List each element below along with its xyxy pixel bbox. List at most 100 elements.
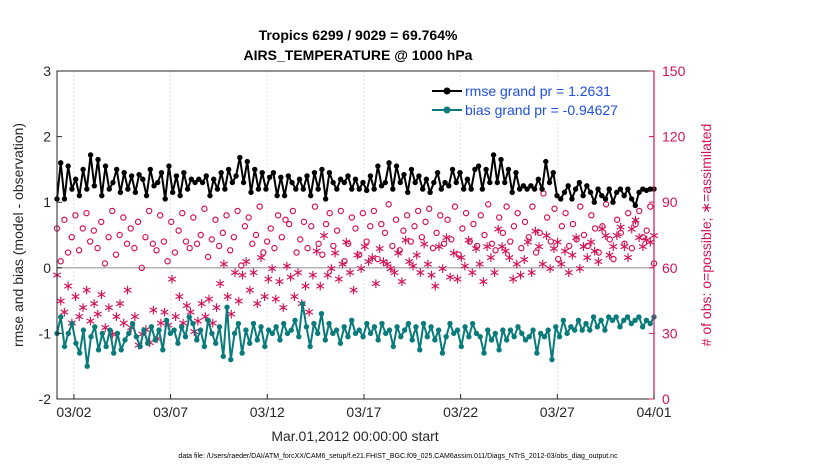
obs-possible-point [153, 247, 160, 254]
bias-point [205, 317, 211, 323]
obs-possible-point [613, 216, 621, 223]
right-tick-label: 120 [662, 129, 686, 145]
rmse-point [531, 186, 538, 192]
rmse-point [84, 186, 90, 192]
rmse-point [293, 186, 299, 192]
rmse-point [322, 196, 329, 202]
right-tick-label: 60 [662, 260, 678, 276]
obs-possible-point [127, 225, 134, 232]
obs-assimilated-point: ∗ [426, 267, 438, 283]
bias-point [458, 343, 464, 350]
bias-point [65, 330, 72, 337]
rmse-point [378, 183, 385, 189]
obs-possible-point [566, 242, 573, 250]
bias-point [575, 317, 582, 323]
obs-assimilated-point: ∗ [485, 250, 497, 266]
bias-point [333, 327, 340, 333]
rmse-point [461, 186, 467, 192]
rmse-point [87, 152, 94, 158]
obs-possible-point [562, 209, 569, 217]
obs-assimilated-point: ∗ [541, 228, 553, 244]
obs-assimilated-point: ∗ [73, 309, 85, 325]
obs-assimilated-point: ∗ [607, 239, 619, 255]
rmse-point [498, 156, 504, 163]
bias-point [571, 327, 578, 333]
obs-possible-point [86, 238, 94, 245]
obs-possible-point [57, 258, 64, 265]
rmse-point [602, 196, 609, 202]
obs-assimilated-point: ∗ [277, 300, 289, 316]
obs-possible-point [599, 223, 606, 230]
bias-point [390, 343, 396, 350]
obs-possible-point [230, 233, 238, 241]
obs-assimilated-point: ∗ [355, 261, 367, 277]
obs-possible-point [182, 238, 190, 245]
obs-possible-point [293, 249, 300, 256]
rmse-point [177, 192, 183, 199]
rmse-point [225, 166, 232, 173]
obs-assimilated-point: ∗ [567, 248, 579, 264]
rmse-point [114, 166, 120, 173]
obs-possible-point [204, 253, 212, 261]
obs-possible-point [536, 229, 543, 237]
obs-assimilated-point: ∗ [88, 296, 100, 312]
obs-assimilated-point: ∗ [389, 265, 401, 281]
rmse-point [91, 183, 98, 189]
obs-assimilated-point: ∗ [244, 283, 256, 299]
obs-assimilated-point: ∗ [437, 261, 449, 277]
rmse-point [61, 196, 68, 202]
obs-possible-point [606, 236, 613, 243]
bias-point [156, 327, 162, 333]
obs-possible-point [145, 207, 153, 215]
bias-point [254, 337, 260, 343]
rmse-point [520, 183, 527, 189]
obs-assimilated-point: ∗ [529, 224, 541, 240]
bias-point [197, 327, 204, 333]
obs-possible-point [448, 236, 455, 243]
obs-assimilated-point: ∗ [96, 287, 108, 303]
rmse-point [233, 173, 239, 179]
obs-possible-point [256, 203, 263, 210]
obs-assimilated-point: ∗ [618, 239, 630, 255]
obs-assimilated-point: ∗ [377, 254, 389, 270]
obs-assimilated-point: ∗ [511, 256, 523, 272]
obs-assimilated-point: ∗ [392, 245, 404, 261]
x-tick-label: 03/17 [346, 404, 381, 420]
obs-assimilated-point: ∗ [518, 252, 530, 268]
rmse-point [535, 176, 542, 182]
obs-possible-point [355, 251, 363, 258]
obs-possible-point [577, 203, 584, 210]
bias-point [522, 337, 529, 343]
bias-point [492, 330, 499, 337]
bias-point [129, 320, 136, 327]
rmse-point [558, 196, 564, 202]
bias-point [209, 330, 215, 337]
bias-point [110, 350, 117, 356]
obs-possible-point [422, 218, 429, 226]
obs-assimilated-point: ∗ [630, 213, 642, 229]
obs-assimilated-point: ∗ [185, 305, 197, 321]
bias-point [69, 320, 75, 327]
obs-possible-point [311, 203, 319, 210]
obs-assimilated-point: ∗ [515, 267, 527, 283]
bias-point [262, 343, 268, 350]
rmse-point [99, 192, 105, 199]
obs-possible-point [164, 258, 171, 265]
left-axis-label: rmse and bias (model - observation) [10, 123, 26, 347]
obs-assimilated-point: ∗ [637, 239, 649, 255]
left-tick-label: 2 [43, 129, 51, 145]
obs-assimilated-point: ∗ [329, 245, 341, 261]
rmse-point [516, 186, 523, 192]
obs-possible-point [518, 244, 525, 252]
obs-possible-point [274, 212, 282, 219]
rmse-point [244, 158, 250, 165]
obs-assimilated-point: ∗ [433, 239, 445, 255]
bias-point [163, 317, 170, 323]
obs-assimilated-point: ∗ [589, 243, 601, 259]
obs-assimilated-point: ∗ [107, 326, 119, 342]
obs-possible-point [208, 236, 215, 243]
bias-point [432, 337, 438, 343]
rmse-point [147, 166, 153, 173]
bias-point [122, 337, 128, 343]
